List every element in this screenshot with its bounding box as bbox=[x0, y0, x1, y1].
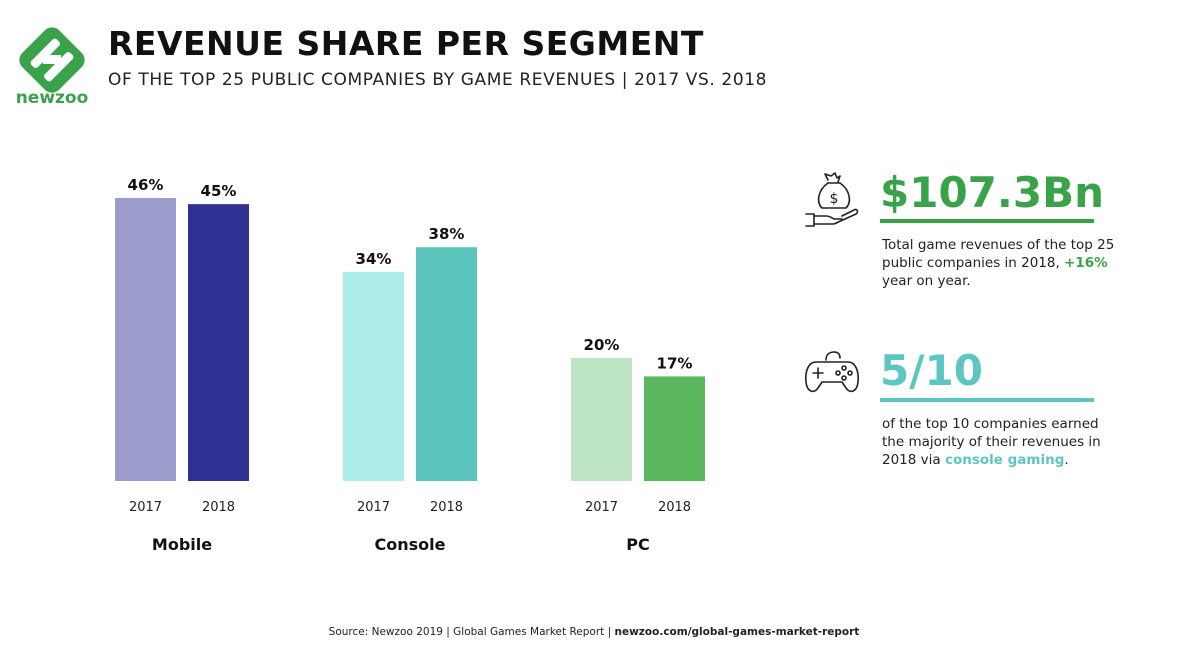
x-tick-label-pc-2017: 2017 bbox=[585, 500, 618, 515]
stat-2-text-after: . bbox=[1064, 452, 1069, 468]
stat-total-revenue-description: Total game revenues of the top 25 public… bbox=[882, 236, 1122, 290]
x-tick-label-console-2017: 2017 bbox=[357, 500, 390, 515]
stat-2-highlight: console gaming bbox=[944, 452, 1065, 468]
stat-1-highlight: +16% bbox=[1064, 255, 1108, 271]
bar-pc-2017 bbox=[571, 357, 632, 481]
bar-mobile-2018 bbox=[188, 204, 249, 482]
data-label-pc-2018: 17% bbox=[657, 354, 693, 372]
data-label-pc-2017: 20% bbox=[584, 336, 620, 354]
gamepad-icon bbox=[805, 351, 859, 393]
stat-total-revenue-rule bbox=[880, 219, 1094, 223]
svg-text:$: $ bbox=[830, 191, 839, 207]
stat-total-revenue-value: $107.3Bn bbox=[880, 168, 1104, 217]
bar-mobile-2017 bbox=[115, 198, 176, 481]
page-subtitle: OF THE TOP 25 PUBLIC COMPANIES BY GAME R… bbox=[108, 70, 768, 90]
data-label-console-2018: 38% bbox=[429, 225, 465, 243]
page-title: REVENUE SHARE PER SEGMENT bbox=[108, 24, 704, 63]
source-link[interactable]: newzoo.com/global-games-market-report bbox=[614, 626, 860, 638]
x-tick-label-mobile-2017: 2017 bbox=[129, 500, 162, 515]
x-tick-label-console-2018: 2018 bbox=[430, 500, 463, 515]
category-label-mobile: Mobile bbox=[152, 535, 212, 554]
stat-1-text-after: year on year. bbox=[882, 273, 971, 289]
bar-console-2018 bbox=[416, 247, 477, 481]
logo-wordmark: newzoo bbox=[15, 88, 89, 108]
revenue-share-bar-chart: 46% 2017 45% 2018 Mobile 34% 2017 38% 2018 Consol… bbox=[115, 176, 705, 554]
data-label-console-2017: 34% bbox=[356, 250, 392, 268]
stat-console-share-description: of the top 10 companies earned the major… bbox=[882, 415, 1122, 469]
bar-console-2017 bbox=[343, 271, 404, 481]
x-tick-label-mobile-2018: 2018 bbox=[202, 500, 235, 515]
newzoo-logo bbox=[19, 27, 85, 93]
stat-2-text-before: of the top 10 companies earned the major… bbox=[882, 416, 1101, 468]
money-bag-hand-icon: $ bbox=[805, 172, 859, 227]
stat-1-text-before: Total game revenues of the top 25 public… bbox=[882, 237, 1115, 271]
stat-console-share-value: 5/10 bbox=[880, 346, 984, 395]
source-footer: Source: Newzoo 2019 | Global Games Marke… bbox=[0, 626, 1188, 638]
x-tick-label-pc-2018: 2018 bbox=[658, 500, 691, 515]
source-text: Source: Newzoo 2019 | Global Games Marke… bbox=[328, 626, 615, 638]
category-label-console: Console bbox=[375, 535, 446, 554]
data-label-mobile-2018: 45% bbox=[201, 182, 237, 200]
category-label-pc: PC bbox=[626, 535, 649, 554]
data-label-mobile-2017: 46% bbox=[128, 176, 164, 194]
bar-pc-2018 bbox=[644, 376, 705, 481]
stat-console-share-rule bbox=[880, 398, 1094, 402]
